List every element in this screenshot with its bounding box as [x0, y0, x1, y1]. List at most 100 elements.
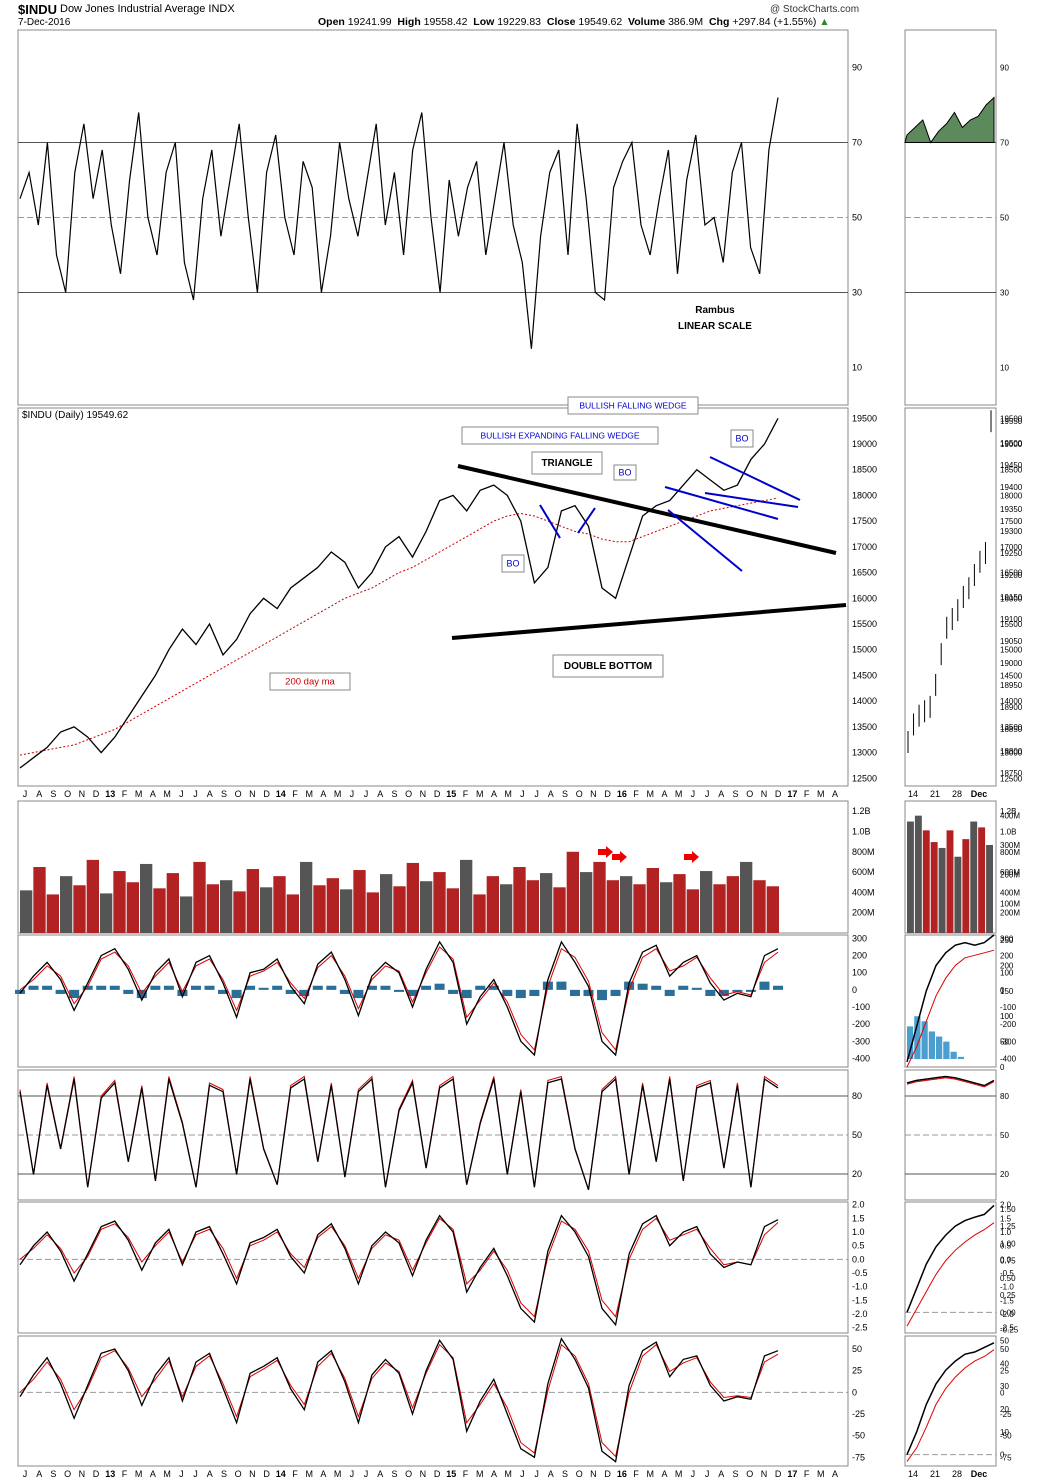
macd-histogram-bar [502, 989, 513, 997]
volume-bar [433, 872, 446, 933]
volume-bar [700, 871, 713, 933]
stoch-tick: 50 [852, 1130, 862, 1140]
mom-inset-tick: 0 [1000, 1388, 1005, 1397]
x-tick-label-bottom: J [691, 1469, 696, 1479]
inset-price-tick: 19100 [1000, 615, 1023, 624]
x-tick-label-bottom: F [804, 1469, 810, 1479]
rsi-tick: 10 [852, 363, 862, 373]
volume-bar [340, 889, 353, 933]
volume-tick: 1.0B [852, 826, 871, 836]
volume-bar [166, 873, 179, 933]
volume-bar [300, 861, 313, 933]
price-inset-tick: 15500 [1000, 620, 1023, 629]
macd-histogram-bar [475, 985, 486, 990]
wedge-line [539, 504, 561, 539]
x-tick-label-bottom: 14 [276, 1469, 286, 1479]
x-tick-label-bottom: S [562, 1469, 568, 1479]
stoch-inset-tick: 20 [1000, 1170, 1009, 1179]
x-tick-label: A [320, 789, 326, 799]
mom-tick: 50 [852, 1344, 862, 1354]
ppo-tick: 1.0 [852, 1227, 865, 1237]
double-bottom-label: DOUBLE BOTTOM [564, 661, 652, 672]
breakout-label-2: BO [618, 468, 631, 478]
inset-macd-tick: 150 [1000, 987, 1014, 996]
index-name: Dow Jones Industrial Average [60, 3, 206, 15]
price-title: $INDU (Daily) 19549.62 [22, 410, 129, 421]
wedge-line [667, 509, 743, 572]
macd-histogram-bar [556, 981, 567, 990]
stoch-line [19, 1077, 779, 1191]
x-tick-label: M [647, 789, 655, 799]
volume-inset-tick: 200M [1000, 909, 1020, 918]
x-tick-label-bottom: J [364, 1469, 369, 1479]
inset-frame-mom [904, 1335, 997, 1467]
inset-price-tick: 19400 [1000, 483, 1023, 492]
double-bottom-label-box [552, 654, 664, 678]
volume-bar [100, 893, 113, 933]
x-tick-label-bottom: O [64, 1469, 71, 1479]
rsi-inset-tick: 30 [1000, 289, 1009, 298]
x-tick-label: A [491, 789, 497, 799]
x-tick-label-bottom: O [576, 1469, 583, 1479]
x-tick-label-bottom: M [135, 1469, 143, 1479]
macd-tick: -200 [852, 1019, 870, 1029]
price-tick: 17500 [852, 516, 877, 526]
x-tick-label-bottom: A [320, 1469, 326, 1479]
x-tick-label: J [364, 789, 369, 799]
inset-price-tick: 19350 [1000, 505, 1023, 514]
inset-macd-hist [928, 1031, 935, 1059]
volume-bar [193, 861, 206, 933]
wedge-line [704, 492, 799, 508]
inset-ppo-tick: 1.00 [1000, 1239, 1016, 1248]
inset-macd-tick: 0 [1000, 1063, 1005, 1072]
volume-bar [620, 876, 633, 933]
macd-tick: 300 [852, 933, 867, 943]
x-tick-label-bottom: J [705, 1469, 710, 1479]
inset-frame-ppo [904, 1201, 997, 1334]
x-tick-label-bottom: J [193, 1469, 198, 1479]
inset-volume-bar [914, 815, 922, 933]
ppo-tick: -0.5 [852, 1268, 868, 1278]
price-tick: 14500 [852, 670, 877, 680]
x-tick-label-bottom: N [79, 1469, 86, 1479]
inset-volume-tick: 400M [1000, 812, 1020, 821]
volume-bar [606, 880, 619, 933]
volume-inset-tick: 800M [1000, 848, 1020, 857]
price-inset-tick: 17000 [1000, 543, 1023, 552]
ppo-tick: 2.0 [852, 1200, 865, 1210]
macd-histogram-bar [272, 985, 283, 990]
x-tick-label: J [350, 789, 355, 799]
x-tick-label: 16 [617, 789, 627, 799]
macd-histogram-bar [28, 985, 39, 990]
volume-tick: 200M [852, 908, 875, 918]
breakout-label-1-box [730, 429, 754, 448]
macd-inset-tick: 200 [1000, 952, 1014, 961]
inset-volume-bar [930, 842, 938, 933]
ppo-tick: -2.5 [852, 1323, 868, 1333]
rsi-inset-tick: 50 [1000, 214, 1009, 223]
symbol: $INDU [18, 2, 58, 17]
inset-volume-bar [922, 830, 930, 933]
inset-x-tick: Dec [971, 789, 988, 799]
panel-frame-ppo [17, 1201, 849, 1334]
low-label: Low [473, 16, 495, 28]
volume-bar [726, 876, 739, 933]
inset-price-tick: 19050 [1000, 637, 1023, 646]
inset-price-tick: 18900 [1000, 703, 1023, 712]
price-tick: 18000 [852, 490, 877, 500]
x-tick-label-bottom: A [832, 1469, 838, 1479]
high-label: High [397, 16, 421, 28]
macd-inset-tick: -200 [1000, 1020, 1017, 1029]
stoch-tick: 80 [852, 1091, 862, 1101]
chart-date: 7-Dec-2016 [18, 17, 71, 28]
x-tick-label-bottom: N [590, 1469, 597, 1479]
inset-price-tick: 18950 [1000, 681, 1023, 690]
macd-tick: -300 [852, 1036, 870, 1046]
inset-ppo-tick: 0.25 [1000, 1291, 1016, 1300]
x-tick-label: J [23, 789, 28, 799]
volume-bar [86, 859, 99, 933]
x-tick-label-bottom: M [817, 1469, 825, 1479]
x-tick-label: O [576, 789, 583, 799]
open-label: Open [318, 16, 345, 28]
volume-inset-tick: 1.2B [1000, 807, 1016, 816]
